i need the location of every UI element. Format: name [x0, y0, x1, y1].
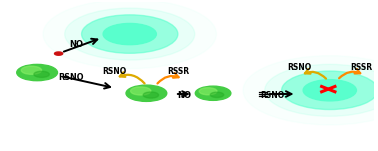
- Circle shape: [82, 15, 178, 53]
- Text: RSNO: RSNO: [287, 63, 311, 72]
- Circle shape: [143, 92, 159, 98]
- Circle shape: [303, 80, 356, 101]
- Text: NO: NO: [70, 40, 84, 49]
- Circle shape: [195, 86, 231, 100]
- Text: RSSR: RSSR: [350, 63, 372, 72]
- Text: RSSR: RSSR: [167, 67, 189, 76]
- Circle shape: [243, 56, 378, 125]
- Circle shape: [265, 64, 378, 116]
- Circle shape: [126, 85, 167, 101]
- Circle shape: [43, 0, 217, 69]
- Circle shape: [210, 92, 224, 98]
- Text: RSNO: RSNO: [102, 67, 126, 76]
- Text: NO: NO: [177, 92, 191, 100]
- Circle shape: [199, 88, 217, 95]
- Circle shape: [130, 87, 151, 95]
- Circle shape: [54, 52, 63, 55]
- Circle shape: [65, 8, 195, 60]
- Circle shape: [103, 24, 156, 45]
- Circle shape: [303, 80, 356, 101]
- Circle shape: [17, 64, 57, 81]
- Circle shape: [103, 23, 156, 45]
- Text: RSNO: RSNO: [59, 73, 84, 82]
- Circle shape: [21, 66, 42, 74]
- Circle shape: [34, 71, 50, 77]
- Text: RSNO: RSNO: [260, 92, 285, 100]
- Circle shape: [282, 71, 378, 109]
